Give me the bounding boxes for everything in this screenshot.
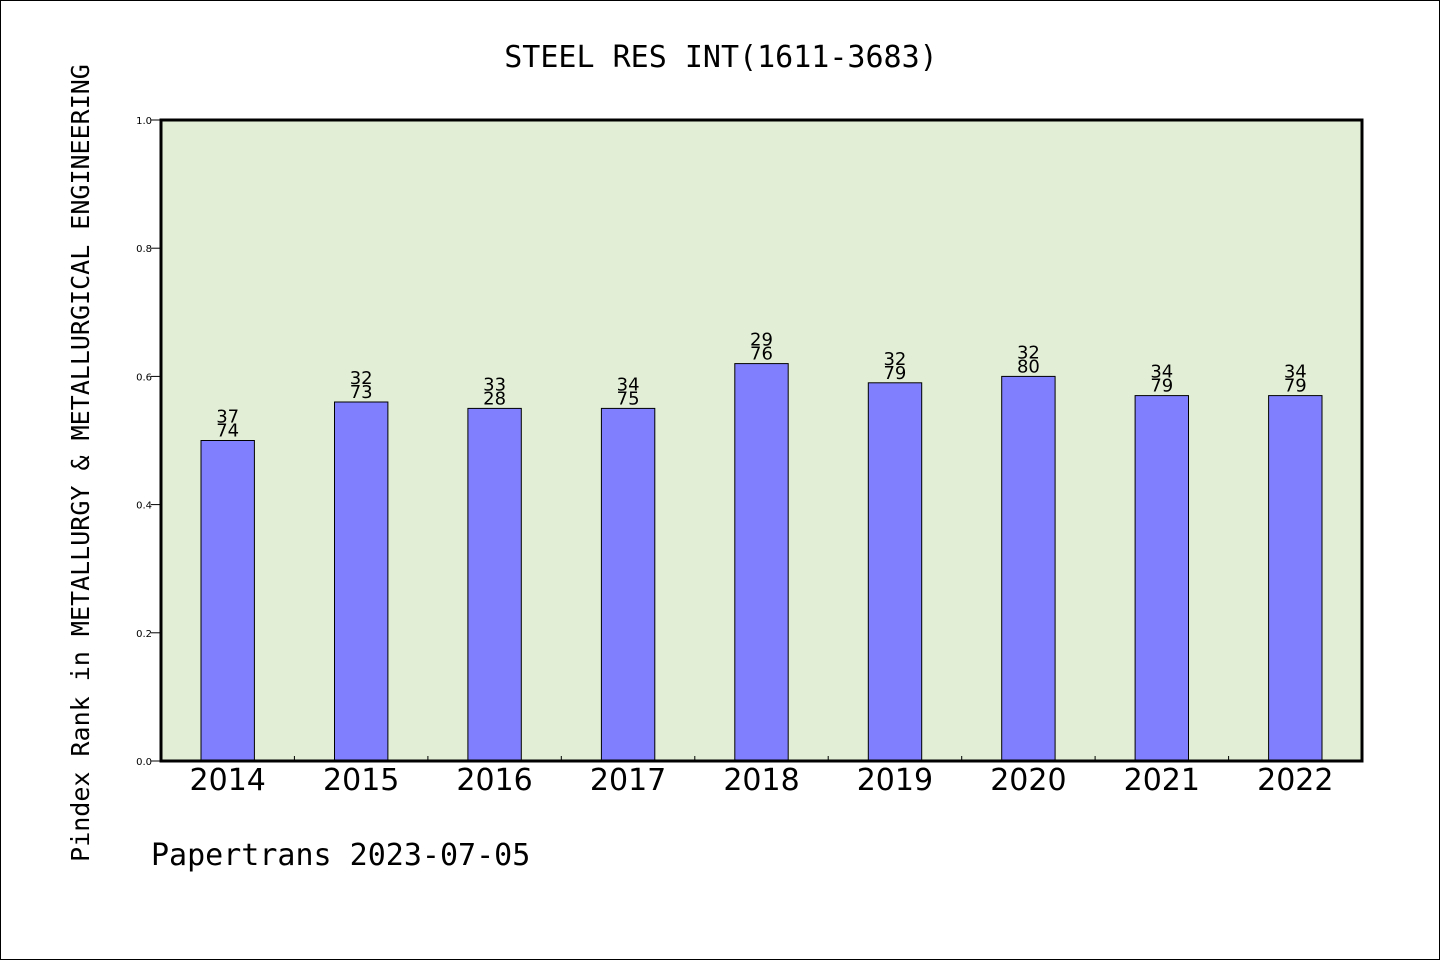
bar-2020 — [1001, 375, 1056, 762]
bar-2015 — [334, 401, 389, 762]
y-tick-label-1.0: 1.0 — [136, 116, 152, 127]
bar-label-bottom-2020: 80 — [1017, 356, 1040, 377]
bar-label-top-2020: 32 — [1017, 342, 1040, 363]
bar-label-top-2017: 34 — [617, 374, 640, 395]
y-tick-label-0.0: 0.0 — [136, 757, 152, 768]
x-tick-label-2016: 2016 — [456, 763, 532, 798]
x-tick-label-2019: 2019 — [857, 763, 933, 798]
bars-layer — [200, 363, 1323, 762]
bar-2014 — [200, 440, 255, 762]
bar-label-top-2021: 34 — [1150, 362, 1173, 383]
x-tick-label-2018: 2018 — [723, 763, 799, 798]
bar-2016 — [467, 407, 522, 762]
x-tick-label-2021: 2021 — [1124, 763, 1200, 798]
bar-2018 — [734, 363, 789, 762]
x-axis: 2014 2015 2016 2017 2018 2019 2020 2021 2022 — [190, 756, 1333, 798]
y-tick-label-0.6: 0.6 — [136, 372, 152, 383]
bar-2019 — [867, 382, 923, 762]
bar-label-bottom-2017: 75 — [617, 388, 640, 409]
x-tick-label-2022: 2022 — [1257, 763, 1333, 798]
y-tick-label-0.2: 0.2 — [136, 629, 152, 640]
y-axis: 0.0 0.2 0.4 0.6 0.8 1.0 — [136, 116, 161, 768]
bar-label-bottom-2014: 74 — [216, 421, 239, 442]
x-tick-label-2020: 2020 — [990, 763, 1066, 798]
chart-title: STEEL RES INT(1611-3683) — [504, 40, 937, 75]
x-tick-label-2014: 2014 — [190, 763, 266, 798]
bar-label-bottom-2018: 76 — [750, 344, 773, 365]
y-axis-label: Pindex Rank in METALLURGY & METALLURGICA… — [66, 64, 95, 862]
bar-label-bottom-2019: 79 — [883, 363, 906, 384]
bar-label-top-2018: 29 — [750, 330, 773, 351]
y-tick-label-0.4: 0.4 — [136, 501, 152, 512]
plot-frame — [159, 118, 1364, 763]
bar-2017 — [600, 407, 656, 762]
bar-label-bottom-2015: 73 — [350, 382, 373, 403]
footer-credit: Papertrans 2023-07-05 — [151, 838, 530, 873]
bar-label-top-2015: 32 — [350, 368, 373, 389]
bar-label-bottom-2022: 79 — [1284, 376, 1307, 397]
bar-label-top-2019: 32 — [883, 349, 906, 370]
x-tick-label-2017: 2017 — [590, 763, 666, 798]
bar-label-top-2022: 34 — [1284, 362, 1307, 383]
bar-2022 — [1268, 395, 1323, 762]
bar-label-bottom-2021: 79 — [1150, 376, 1173, 397]
bar-label-bottom-2016: 28 — [483, 388, 506, 409]
y-tick-label-0.8: 0.8 — [136, 244, 152, 255]
bar-label-top-2014: 37 — [216, 407, 239, 428]
x-tick-label-2015: 2015 — [323, 763, 399, 798]
bar-2021 — [1134, 395, 1189, 762]
bar-label-top-2016: 33 — [483, 374, 506, 395]
